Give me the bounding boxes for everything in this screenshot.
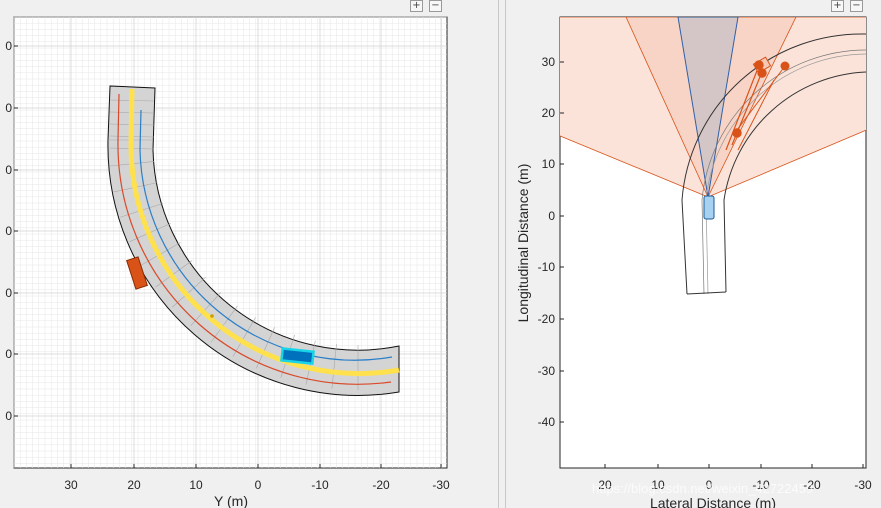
tick-label: 0 bbox=[5, 286, 12, 300]
tick-label: 0 bbox=[5, 39, 12, 53]
tick-label: 10 bbox=[542, 157, 556, 171]
tick-label: -20 bbox=[538, 312, 556, 326]
watermark: https://blog.csdn.net/weixin_42722459 bbox=[592, 481, 814, 496]
camera-coverage bbox=[677, 17, 739, 198]
tick-label: 20 bbox=[542, 106, 556, 120]
tick-label: 20 bbox=[127, 478, 141, 492]
chase-view-y-label: Longitudinal Distance (m) bbox=[515, 164, 531, 323]
zoom-out-button-left[interactable]: − bbox=[429, 0, 442, 12]
tick-label: 0 bbox=[5, 347, 12, 361]
ego-vehicle-chase bbox=[703, 195, 715, 220]
tick-label: 0 bbox=[706, 478, 713, 492]
birds-eye-y-ticks: 0 0 0 0 0 0 0 bbox=[5, 39, 18, 423]
tick-label: -10 bbox=[752, 478, 770, 492]
birds-eye-x-ticks: 30 20 10 0 -10 -20 -30 bbox=[64, 464, 450, 492]
zoom-in-button-right[interactable]: + bbox=[831, 0, 844, 12]
chase-view-y-ticks: 30 20 10 0 -10 -20 -30 -40 bbox=[538, 55, 564, 429]
tick-label: 0 bbox=[5, 224, 12, 238]
lane-line-vehicle-1 bbox=[701, 49, 866, 295]
tick-label: -10 bbox=[311, 478, 329, 492]
tick-label: 0 bbox=[548, 209, 555, 223]
tick-label: -30 bbox=[854, 478, 872, 492]
target-vehicle bbox=[126, 256, 148, 290]
birds-eye-axes bbox=[13, 16, 448, 469]
birds-eye-plot[interactable]: 30 20 10 0 -10 -20 -30 0 0 0 0 0 0 0 Y (m) bbox=[0, 0, 498, 508]
tick-label: 0 bbox=[5, 101, 12, 115]
tick-label: 10 bbox=[189, 478, 203, 492]
road-center-line bbox=[128, 88, 400, 377]
tick-label: -10 bbox=[538, 260, 556, 274]
chase-view-plot[interactable]: 20 10 0 -10 -20 -30 30 20 10 0 -10 -20 -30 -40 Later… bbox=[506, 0, 881, 508]
road-outline-vehicle-inner bbox=[723, 71, 866, 293]
tick-label: -20 bbox=[372, 478, 390, 492]
lane-line-vehicle-2 bbox=[705, 53, 866, 295]
birds-eye-x-label: Y (m) bbox=[214, 493, 248, 508]
tick-label: 30 bbox=[542, 55, 556, 69]
tick-label: 10 bbox=[651, 478, 665, 492]
detections bbox=[725, 56, 790, 151]
tick-label: 0 bbox=[5, 163, 12, 177]
road-outline-vehicle bbox=[681, 33, 866, 295]
chase-view-x-ticks: 20 10 0 -10 -20 -30 bbox=[598, 464, 872, 492]
birds-eye-panel: 30 20 10 0 -10 -20 -30 0 0 0 0 0 0 0 Y (m) + − bbox=[0, 0, 498, 508]
tick-label: -30 bbox=[432, 478, 450, 492]
lane-boundary-left-red bbox=[117, 93, 392, 385]
zoom-out-button-right[interactable]: − bbox=[850, 0, 863, 12]
small-marker bbox=[210, 314, 214, 318]
tick-label: 0 bbox=[5, 409, 12, 423]
chase-view-x-label: Lateral Distance (m) bbox=[650, 495, 776, 508]
road-end-line bbox=[686, 291, 727, 295]
zoom-in-button-left[interactable]: + bbox=[410, 0, 423, 12]
ego-vehicle bbox=[280, 347, 315, 366]
tick-label: 20 bbox=[598, 478, 612, 492]
tick-label: -40 bbox=[538, 415, 556, 429]
tick-label: -20 bbox=[803, 478, 821, 492]
lane-boundary-blue bbox=[139, 109, 393, 361]
tick-label: -30 bbox=[538, 364, 556, 378]
panel-splitter[interactable] bbox=[498, 0, 506, 508]
chase-view-panel: 20 10 0 -10 -20 -30 30 20 10 0 -10 -20 -30 -40 Later… bbox=[506, 0, 881, 508]
tick-label: 0 bbox=[255, 478, 262, 492]
tick-label: 30 bbox=[64, 478, 78, 492]
